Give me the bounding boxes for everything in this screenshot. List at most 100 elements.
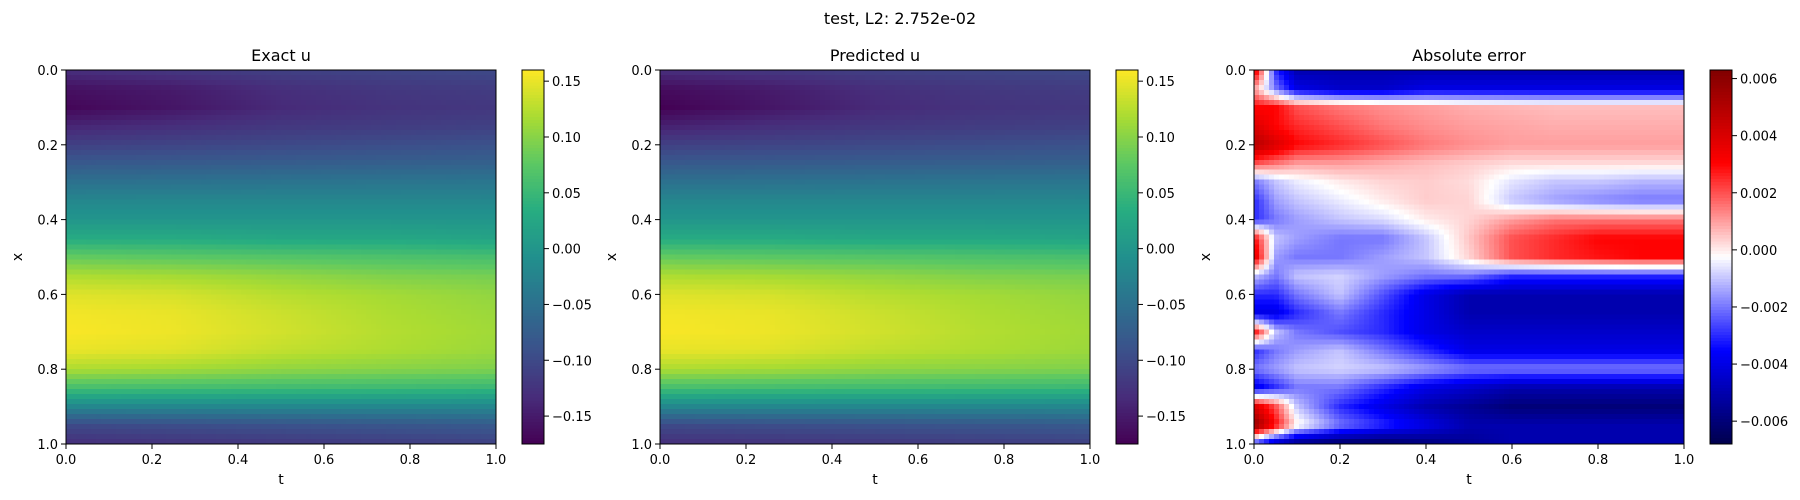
heatmap-cell <box>231 294 237 300</box>
heatmap-cell <box>266 274 272 281</box>
heatmap-cell <box>426 94 432 101</box>
heatmap-cell <box>491 234 497 241</box>
heatmap-cell <box>346 319 352 325</box>
heatmap-cell <box>451 119 457 126</box>
heatmap-cell <box>381 209 387 216</box>
heatmap-cell <box>446 324 452 330</box>
heatmap-cell <box>476 209 482 216</box>
heatmap-cell <box>126 249 132 256</box>
heatmap-cell <box>116 154 122 161</box>
heatmap-cell <box>76 199 82 206</box>
heatmap-cell <box>376 124 382 131</box>
heatmap-cell <box>96 334 102 340</box>
heatmap-cell <box>251 194 257 201</box>
heatmap-cell <box>261 94 267 101</box>
heatmap-cell <box>156 174 162 181</box>
heatmap-cell <box>486 349 492 355</box>
heatmap-cell <box>436 74 442 81</box>
heatmap-cell <box>91 334 97 340</box>
heatmap-cell <box>251 354 257 360</box>
heatmap-cell <box>391 209 397 216</box>
heatmap-cell <box>301 99 307 106</box>
heatmap-cell <box>96 84 102 91</box>
heatmap-cell <box>376 329 382 335</box>
heatmap-cell <box>486 214 492 221</box>
heatmap-cell <box>446 214 452 221</box>
heatmap-cell <box>161 94 167 101</box>
heatmap-cell <box>266 304 272 310</box>
heatmap-cell <box>156 139 162 146</box>
heatmap-cell <box>226 159 232 166</box>
heatmap-cell <box>471 254 477 261</box>
heatmap-cell <box>456 189 462 196</box>
heatmap-cell <box>141 259 147 266</box>
heatmap-cell <box>466 349 472 355</box>
heatmap-cell <box>381 224 387 231</box>
heatmap-cell <box>126 174 132 181</box>
heatmap-cell <box>121 289 127 295</box>
heatmap-cell <box>421 299 427 305</box>
heatmap-cell <box>451 114 457 121</box>
heatmap-cell <box>351 129 357 136</box>
heatmap-cell <box>226 349 232 355</box>
heatmap-cell <box>141 149 147 156</box>
heatmap-cell <box>391 264 397 271</box>
heatmap-cell <box>396 254 402 261</box>
heatmap-cell <box>121 244 127 251</box>
heatmap-cell <box>271 194 277 201</box>
heatmap-cell <box>111 164 117 171</box>
heatmap-cell <box>466 70 472 76</box>
heatmap-cell <box>136 99 142 106</box>
heatmap-cell <box>296 199 302 206</box>
heatmap-cell <box>276 309 282 315</box>
heatmap-cell <box>491 79 497 86</box>
heatmap-cell <box>176 149 182 156</box>
heatmap-cell <box>351 254 357 261</box>
heatmap-cell <box>466 149 472 156</box>
heatmap-cell <box>246 294 252 300</box>
heatmap-cell <box>326 224 332 231</box>
heatmap-cell <box>241 239 247 246</box>
heatmap-cell <box>211 194 217 201</box>
heatmap-cell <box>181 84 187 91</box>
heatmap-cell <box>126 114 132 121</box>
heatmap-cell <box>461 129 467 136</box>
heatmap-cell <box>276 139 282 146</box>
heatmap-cell <box>241 309 247 315</box>
heatmap-cell <box>281 89 287 96</box>
heatmap-cell <box>481 284 487 291</box>
heatmap-cell <box>261 339 267 345</box>
heatmap-cell <box>481 79 487 86</box>
heatmap-cell <box>366 289 372 295</box>
heatmap-cell <box>371 274 377 281</box>
heatmap-cell <box>141 264 147 271</box>
heatmap-cell <box>306 224 312 231</box>
heatmap-cell <box>241 344 247 350</box>
heatmap-cell <box>276 349 282 355</box>
heatmap-cell <box>241 174 247 181</box>
heatmap-cell <box>431 94 437 101</box>
heatmap-cell <box>416 174 422 181</box>
heatmap-cell <box>396 119 402 126</box>
heatmap-cell <box>286 179 292 186</box>
heatmap-cell <box>476 139 482 146</box>
heatmap-cell <box>186 349 192 355</box>
heatmap-cell <box>191 94 197 101</box>
heatmap-cell <box>331 169 337 176</box>
heatmap-cell <box>146 344 152 350</box>
heatmap-cell <box>271 144 277 151</box>
heatmap-cell <box>456 254 462 261</box>
heatmap-cell <box>311 114 317 121</box>
heatmap-cell <box>321 244 327 251</box>
heatmap-cell <box>156 334 162 340</box>
heatmap-cell <box>481 119 487 126</box>
heatmap-cell <box>176 79 182 86</box>
heatmap-cell <box>211 89 217 96</box>
heatmap-cell <box>76 139 82 146</box>
heatmap-cell <box>491 344 497 350</box>
heatmap-cell <box>426 224 432 231</box>
heatmap-cell <box>151 209 157 216</box>
heatmap-cell <box>441 164 447 171</box>
heatmap-cell <box>86 339 92 345</box>
heatmap-cell <box>191 284 197 291</box>
